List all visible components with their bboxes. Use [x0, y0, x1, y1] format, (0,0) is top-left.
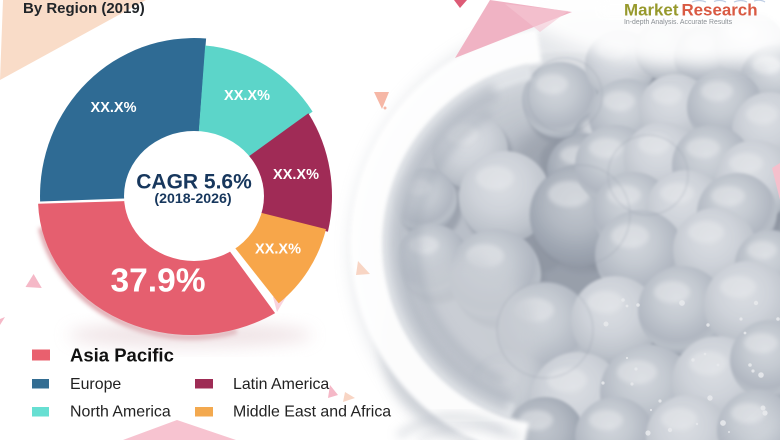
svg-text:Latin America: Latin America [233, 376, 329, 393]
svg-text:In-depth Analysis. Accurate Re: In-depth Analysis. Accurate Results [624, 19, 733, 26]
svg-text:37.9%: 37.9% [111, 263, 206, 300]
svg-text:Middle East and Africa: Middle East and Africa [233, 404, 391, 421]
svg-text:XX.X%: XX.X% [224, 88, 270, 104]
svg-text:Asia Pacific: Asia Pacific [70, 345, 174, 366]
svg-text:XX.X%: XX.X% [91, 100, 137, 116]
svg-text:CAGR 5.6%: CAGR 5.6% [136, 171, 252, 194]
svg-text:(2018-2026): (2018-2026) [154, 191, 232, 207]
svg-text:XX.X%: XX.X% [255, 242, 301, 258]
svg-text:XX.X%: XX.X% [273, 167, 319, 183]
svg-text:North America: North America [70, 404, 171, 421]
svg-text:Europe: Europe [70, 376, 121, 393]
svg-text:By Region (2019): By Region (2019) [23, 0, 145, 17]
